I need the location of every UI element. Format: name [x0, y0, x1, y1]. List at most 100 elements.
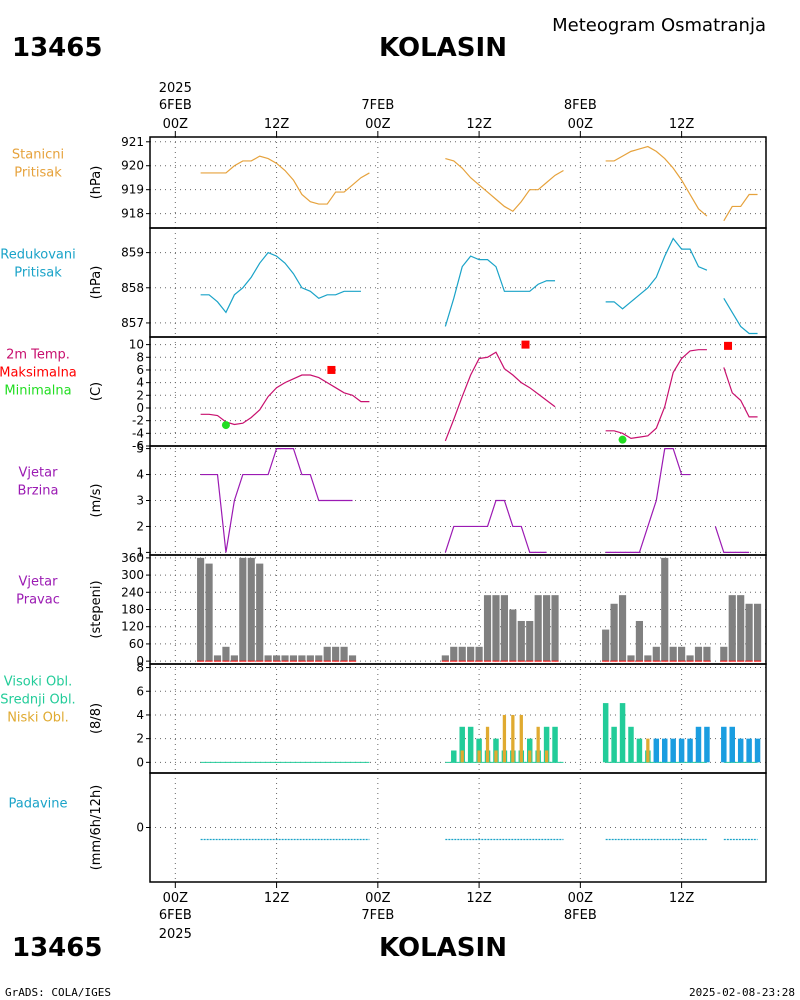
wind-direction-bar	[686, 655, 694, 662]
y-tick-label: -2	[132, 414, 144, 428]
low-cloud-bar	[485, 726, 490, 763]
panel-label: Srednji Obl.	[0, 693, 75, 708]
wind-direction-bar	[340, 646, 348, 662]
wind-direction-bar	[315, 655, 323, 662]
panel-label: 2m Temp.	[6, 348, 70, 363]
y-tick-label: 0	[136, 821, 144, 835]
high-cloud-bar	[602, 703, 609, 763]
panels: 918919920921(hPa)StanicniPritisak8578588…	[0, 135, 767, 883]
y-tick-label: 2	[136, 388, 144, 402]
y-tick-label: 3	[136, 494, 144, 508]
bottom-hour-label: 12Z	[264, 891, 290, 906]
y-tick-label: 0	[136, 654, 144, 668]
high-cloud-bar	[704, 726, 710, 763]
y-axis-label: (hPa)	[89, 166, 104, 200]
top-hour-label: 00Z	[365, 117, 391, 132]
high-cloud-bar	[729, 726, 735, 763]
panel-redukovani: 857 858 859 (hPa) Redukovani Pritisak	[0, 227, 767, 338]
series-line-segment	[723, 193, 758, 222]
y-tick-label: 2	[136, 732, 144, 746]
wind-direction-bar	[728, 595, 736, 662]
wind-direction-bar	[534, 595, 542, 662]
low-cloud-bar	[460, 750, 464, 763]
low-cloud-bar	[494, 750, 498, 763]
panel-label: Pravac	[16, 593, 60, 608]
low-cloud-bar	[502, 714, 507, 763]
y-tick-label: 859	[121, 246, 144, 260]
wind-direction-bar	[517, 620, 525, 662]
time-axis: 6FEB 6FEB 7FEB 7FEB 8FEB 8FEB 00Z 00Z 12Z 12Z 00Z 0…	[159, 81, 695, 942]
y-tick-label: 180	[121, 603, 144, 617]
series-line-segment	[200, 447, 353, 553]
y-tick-label: 360	[121, 551, 144, 565]
wind-direction-bar	[323, 646, 331, 662]
series-line-segment	[445, 157, 564, 212]
y-axis-label: (stepeni)	[89, 580, 104, 638]
series-line-segment	[444, 499, 547, 554]
wind-direction-bar	[348, 655, 357, 662]
panel-frame	[149, 136, 767, 229]
wind-direction-bar	[652, 646, 660, 662]
wind-direction-bar	[450, 646, 458, 662]
y-tick-label: 0	[136, 755, 144, 769]
wind-direction-bar	[289, 655, 298, 662]
top-hour-label: 00Z	[568, 117, 594, 132]
panel-label: Vjetar	[19, 575, 59, 590]
high-cloud-bar	[678, 738, 685, 763]
max-temp-marker	[521, 340, 530, 349]
high-cloud-bar	[670, 738, 676, 763]
panel-label: Pritisak	[14, 166, 62, 181]
wind-direction-bar	[551, 595, 559, 662]
wind-direction-bar	[230, 655, 238, 662]
y-tick-label: 0	[136, 401, 144, 415]
station-id-bottom: 13465	[12, 933, 102, 963]
wind-direction-bar	[441, 655, 449, 662]
low-cloud-bar	[519, 714, 523, 763]
y-tick-label: 4	[136, 376, 144, 390]
y-tick-label: 920	[121, 159, 144, 173]
high-cloud-bar	[552, 726, 558, 763]
y-tick-label: -6	[132, 439, 144, 453]
wind-direction-bar	[222, 646, 230, 662]
panel-label: Vjetar	[19, 466, 59, 481]
top-day-label: 7FEB	[361, 98, 394, 113]
y-tick-label: 240	[121, 585, 144, 599]
wind-direction-bar	[298, 655, 306, 662]
wind-direction-bar	[264, 655, 272, 662]
bottom-hour-label: 00Z	[163, 891, 189, 906]
high-cloud-bar	[653, 738, 660, 763]
panel-label: Niski Obl.	[7, 711, 69, 726]
series-line-segment	[723, 298, 758, 335]
y-tick-label: 1	[136, 545, 144, 559]
wind-direction-bar	[602, 629, 610, 662]
panel-label: Padavine	[9, 797, 68, 812]
y-tick-label: 2	[136, 519, 144, 533]
footer-right: 2025-02-08-23:28	[689, 986, 795, 999]
low-cloud-bar	[544, 750, 549, 763]
min-temp-marker	[618, 435, 627, 444]
wind-direction-bar	[618, 595, 627, 662]
high-cloud-bar	[754, 738, 761, 763]
y-tick-label: 60	[129, 637, 144, 651]
high-cloud-bar	[687, 738, 693, 763]
wind-direction-bar	[753, 603, 762, 662]
wind-direction-bar	[509, 609, 517, 662]
station-name-top: KOLASIN	[379, 33, 507, 63]
panel-label: Stanicni	[12, 148, 64, 163]
low-cloud-bar	[511, 714, 515, 763]
series-line-segment	[200, 251, 361, 314]
y-tick-label: 120	[121, 620, 144, 634]
y-tick-label: 918	[121, 207, 144, 221]
high-cloud-bar	[611, 726, 617, 763]
series-line-segment	[714, 526, 750, 554]
high-cloud-bar	[451, 750, 457, 763]
wind-direction-bar	[239, 557, 247, 662]
y-axis-label: (8/8)	[89, 703, 104, 734]
wind-direction-bar	[458, 646, 466, 662]
wind-direction-bar	[526, 620, 534, 662]
wind-direction-bar	[678, 646, 686, 662]
wind-direction-bar	[475, 646, 483, 662]
series-line-segment	[444, 255, 556, 327]
wind-direction-bar	[745, 603, 753, 662]
